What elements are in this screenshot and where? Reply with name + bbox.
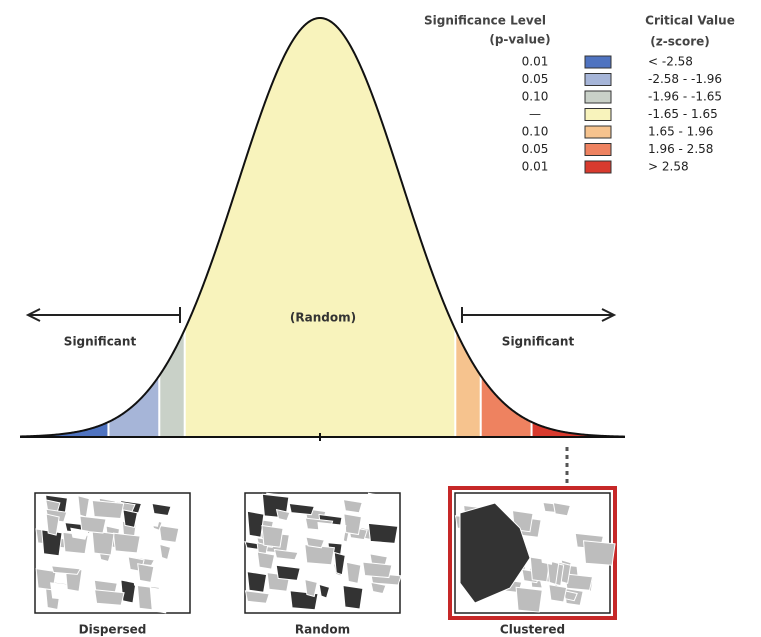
z-range: 1.65 - 1.96 — [648, 125, 713, 139]
cluster — [459, 502, 531, 604]
curve-region — [159, 329, 185, 437]
bell-curve — [19, 16, 626, 438]
maps: Dispersed Random Clustered — [34, 486, 617, 637]
z-header: Critical Value — [645, 14, 735, 28]
p-value: 0.05 — [522, 72, 549, 86]
map-patch — [45, 513, 60, 536]
swatch — [584, 160, 612, 174]
swatch — [584, 90, 612, 104]
map-patch — [50, 565, 82, 575]
z-range: -2.58 - -1.96 — [648, 72, 722, 86]
map-patch — [149, 587, 170, 614]
p-subheader: (p-value) — [489, 33, 550, 47]
map-patch — [91, 530, 115, 556]
p-value: 0.10 — [522, 90, 549, 104]
curve-region — [20, 421, 109, 437]
map-patch — [288, 502, 315, 516]
map-patch — [122, 509, 138, 528]
p-header: Significance Level — [424, 14, 546, 28]
map-patch — [515, 586, 543, 613]
map-patch — [370, 581, 387, 595]
p-value: 0.01 — [522, 160, 549, 174]
map-patch — [539, 544, 555, 565]
p-value: 0.01 — [522, 55, 549, 69]
map-patch — [158, 524, 180, 543]
map-patch — [318, 583, 331, 599]
map-patch — [120, 579, 137, 604]
map-patch — [546, 559, 560, 585]
curve-outline — [19, 16, 626, 438]
map-patch — [367, 522, 399, 544]
map-patch — [244, 590, 270, 604]
legend: 0.01 < -2.58 0.05 -2.58 - -1.96 0.10 -1.96 - … — [522, 55, 722, 174]
right-arrow — [461, 307, 617, 323]
map-patch — [273, 548, 299, 561]
z-range: > 2.58 — [648, 160, 689, 174]
map-patch — [94, 589, 125, 606]
map-label: Clustered — [500, 623, 565, 637]
map-patch — [304, 578, 318, 598]
z-range: -1.65 - 1.65 — [648, 107, 718, 121]
map-patch — [112, 532, 141, 554]
map-patch — [345, 561, 362, 585]
map-patch — [275, 508, 291, 522]
highlight-frame — [448, 486, 617, 620]
map-patch — [362, 561, 393, 579]
map-patch — [137, 563, 155, 583]
z-range: -1.96 - -1.65 — [648, 90, 722, 104]
map-patch — [91, 499, 125, 520]
z-range: 1.96 - 2.58 — [648, 142, 713, 156]
swatch — [584, 108, 612, 121]
swatch — [584, 125, 612, 139]
map-patch — [582, 540, 616, 566]
map-patch — [246, 571, 268, 593]
map-patch — [342, 584, 364, 610]
p-value: — — [529, 107, 541, 121]
curve-region — [184, 18, 456, 437]
swatch — [584, 143, 612, 156]
curve-region — [531, 421, 625, 437]
map-patch — [246, 510, 265, 538]
map-patch — [256, 551, 276, 570]
map-patch — [275, 564, 301, 581]
map-patch — [343, 513, 363, 536]
z-subheader: (z-score) — [650, 35, 710, 49]
left-label: Significant — [64, 335, 137, 349]
swatch — [584, 55, 612, 69]
map-patch — [304, 544, 335, 566]
p-value: 0.05 — [522, 142, 549, 156]
map-patch — [305, 536, 326, 549]
map-patch — [317, 521, 347, 545]
map-patch — [525, 541, 543, 552]
map-label: Random — [295, 623, 350, 637]
map-patch — [548, 583, 568, 603]
swatch — [584, 73, 612, 86]
map-patch — [333, 551, 346, 576]
curve-region — [455, 329, 481, 437]
map-patch — [159, 543, 172, 561]
map-patch — [70, 527, 89, 540]
right-label: Significant — [502, 335, 575, 349]
map-patch — [552, 501, 571, 517]
left-arrow — [25, 307, 181, 323]
map-patch — [367, 492, 387, 508]
p-value: 0.10 — [522, 125, 549, 139]
map-patch — [79, 515, 107, 534]
map-patch — [342, 499, 363, 514]
map-patch — [151, 502, 172, 517]
z-range: < -2.58 — [648, 55, 693, 69]
center-label: (Random) — [290, 311, 356, 325]
map-patch — [261, 524, 284, 548]
map-label: Dispersed — [79, 623, 147, 637]
